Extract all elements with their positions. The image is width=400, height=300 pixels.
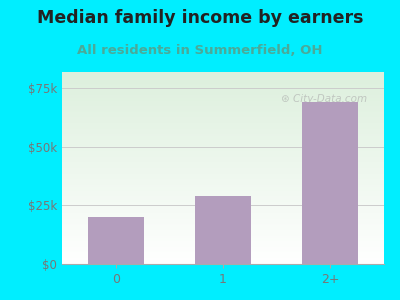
- Text: Median family income by earners: Median family income by earners: [37, 9, 363, 27]
- Bar: [88, 217, 144, 264]
- Text: All residents in Summerfield, OH: All residents in Summerfield, OH: [77, 44, 323, 56]
- Text: ⊛ City-Data.com: ⊛ City-Data.com: [281, 94, 367, 104]
- Bar: [302, 102, 358, 264]
- Bar: [195, 196, 251, 264]
